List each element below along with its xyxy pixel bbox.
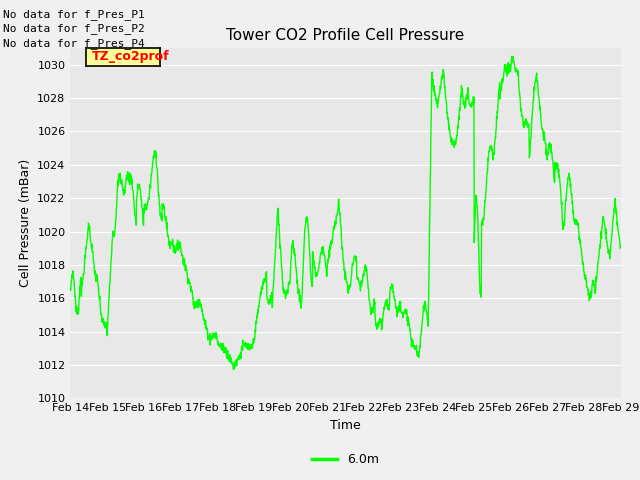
Text: TZ_co2prof: TZ_co2prof xyxy=(92,49,170,62)
Text: No data for f_Pres_P4: No data for f_Pres_P4 xyxy=(3,37,145,48)
Y-axis label: Cell Pressure (mBar): Cell Pressure (mBar) xyxy=(19,159,32,288)
Title: Tower CO2 Profile Cell Pressure: Tower CO2 Profile Cell Pressure xyxy=(227,28,465,43)
Text: No data for f_Pres_P1: No data for f_Pres_P1 xyxy=(3,9,145,20)
X-axis label: Time: Time xyxy=(330,419,361,432)
Legend: 6.0m: 6.0m xyxy=(307,448,384,471)
Text: No data for f_Pres_P2: No data for f_Pres_P2 xyxy=(3,23,145,34)
